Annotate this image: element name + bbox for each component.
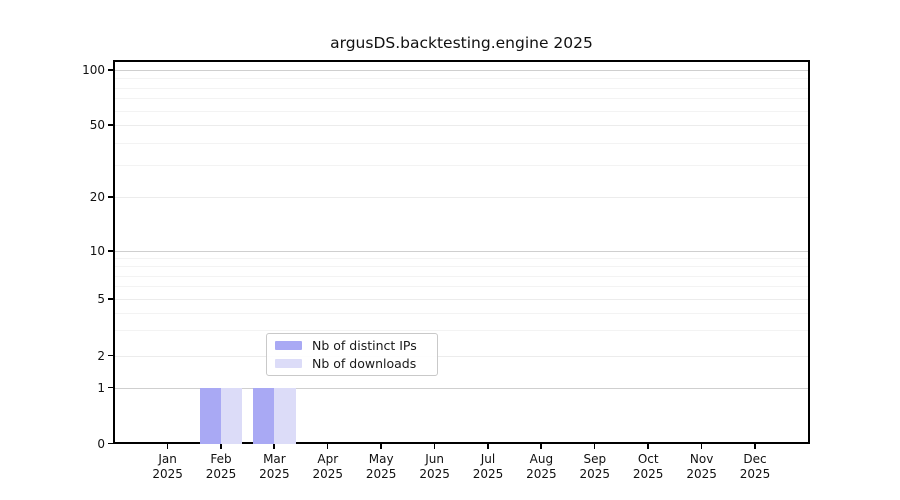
x-tick-mark-nov <box>700 444 703 449</box>
gridline-40 <box>115 142 808 144</box>
y-tick-label-100: 100 <box>82 63 105 77</box>
y-tick-mark-10 <box>108 250 113 252</box>
x-tick-mark-oct <box>647 444 649 449</box>
x-tick-mark-aug <box>540 444 542 449</box>
y-tick-mark-0 <box>108 442 113 445</box>
gridline-90 <box>115 78 808 80</box>
legend-item-distinct-ips: Nb of distinct IPs <box>275 338 429 353</box>
x-tick-label-aug: Aug 2025 <box>526 452 557 481</box>
x-tick-label-may: May 2025 <box>365 452 397 481</box>
gridline-9 <box>115 258 808 260</box>
x-tick-mark-may <box>380 444 382 449</box>
gridline-3 <box>115 330 808 332</box>
gridline-8 <box>115 266 808 268</box>
y-tick-mark-5 <box>108 298 113 300</box>
y-tick-mark-20 <box>108 196 113 198</box>
bar-feb-downloads <box>221 387 243 444</box>
bar-feb-distinct-ips <box>199 387 221 444</box>
legend: Nb of distinct IPs Nb of downloads <box>266 333 438 376</box>
y-tick-mark-2 <box>108 354 113 357</box>
gridline-50 <box>115 125 808 126</box>
bar-mar-distinct-ips <box>253 387 275 444</box>
x-tick-label-dec: Dec 2025 <box>739 452 771 481</box>
y-tick-label-10: 10 <box>89 244 105 258</box>
y-tick-label-0: 0 <box>97 436 105 451</box>
gridline-1 <box>115 387 808 389</box>
x-tick-mark-jan <box>166 444 169 449</box>
bar-mar-downloads <box>274 387 296 444</box>
y-tick-label-5: 5 <box>97 292 105 306</box>
y-tick-label-20: 20 <box>89 190 105 204</box>
gridline-80 <box>115 87 808 89</box>
gridline-100 <box>115 70 808 71</box>
x-tick-mark-feb <box>220 444 222 449</box>
plot-area <box>113 60 810 444</box>
x-tick-mark-mar <box>273 444 275 449</box>
legend-label-distinct-ips: Nb of distinct IPs <box>312 338 417 353</box>
x-tick-label-feb: Feb 2025 <box>205 452 237 481</box>
x-tick-label-oct: Oct 2025 <box>632 452 664 481</box>
downloads-swatch <box>275 359 302 368</box>
y-tick-mark-100 <box>108 69 113 71</box>
gridline-10 <box>115 251 808 252</box>
x-tick-label-jul: Jul 2025 <box>472 452 504 481</box>
gridline-5 <box>115 299 808 300</box>
legend-label-downloads: Nb of downloads <box>312 356 417 371</box>
gridline-2 <box>115 355 808 357</box>
x-tick-mark-sep <box>593 444 596 449</box>
x-tick-label-apr: Apr 2025 <box>312 452 344 481</box>
x-tick-mark-dec <box>754 444 756 449</box>
gridline-20 <box>115 197 808 198</box>
y-tick-label-1: 1 <box>97 380 105 395</box>
gridline-6 <box>115 286 808 288</box>
gridline-60 <box>115 110 808 112</box>
gridline-70 <box>115 98 808 100</box>
y-tick-label-50: 50 <box>89 118 105 132</box>
y-tick-mark-1 <box>108 386 113 389</box>
y-tick-mark-50 <box>108 124 113 126</box>
x-tick-label-nov: Nov 2025 <box>686 452 717 481</box>
chart-title: argusDS.backtesting.engine 2025 <box>330 34 593 52</box>
x-tick-label-jan: Jan 2025 <box>152 452 183 481</box>
x-tick-label-mar: Mar 2025 <box>259 452 290 481</box>
x-tick-mark-apr <box>326 444 329 449</box>
gridline-7 <box>115 275 808 277</box>
gridline-4 <box>115 312 808 314</box>
gridline-30 <box>115 165 808 167</box>
legend-item-downloads: Nb of downloads <box>275 356 429 371</box>
x-tick-mark-jul <box>487 444 489 449</box>
y-tick-label-2: 2 <box>97 348 105 363</box>
x-tick-mark-jun <box>433 444 436 449</box>
x-tick-label-sep: Sep 2025 <box>579 452 611 481</box>
x-tick-label-jun: Jun 2025 <box>419 452 450 481</box>
distinct-ips-swatch <box>275 341 302 350</box>
